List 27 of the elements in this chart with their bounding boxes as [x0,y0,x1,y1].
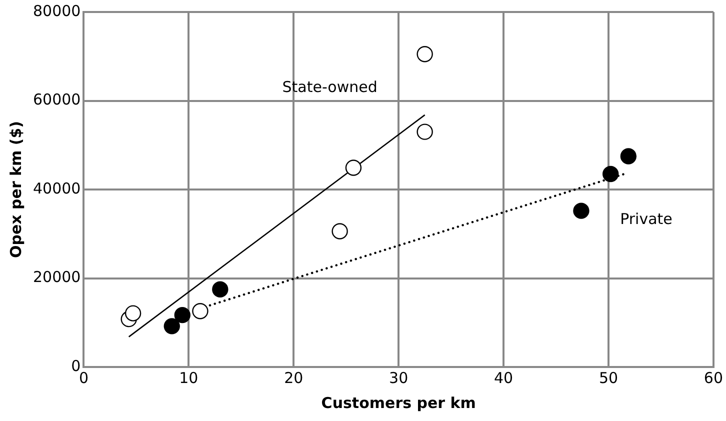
text: Private [620,210,672,228]
point [124,305,142,322]
x-tick-label: 10 [179,368,198,387]
point [620,148,637,164]
point [332,223,348,240]
y-axis-title: Opex per km ($) [6,120,25,258]
x-tick-label: 20 [284,368,304,387]
point [212,281,228,298]
x-tick-label: 60 [704,368,724,387]
y-tick-label: 60000 [33,90,81,109]
text: State-owned [282,78,378,96]
y-tick-label: 0 [71,356,81,375]
point [573,202,590,219]
y-tick-label: 20000 [33,268,81,286]
y-tick-label: 80000 [33,2,81,20]
x-axis-title: Customers per km [321,394,476,412]
x-tick-label: 50 [598,368,618,387]
x-tick-label: 40 [494,368,514,387]
point [174,306,190,324]
point [164,318,180,334]
point [192,302,208,320]
point [416,124,433,140]
x-tick-label: 30 [389,368,408,387]
point [345,160,362,176]
y-tick-label: 40000 [33,179,81,198]
point [416,46,433,62]
point [602,166,619,182]
